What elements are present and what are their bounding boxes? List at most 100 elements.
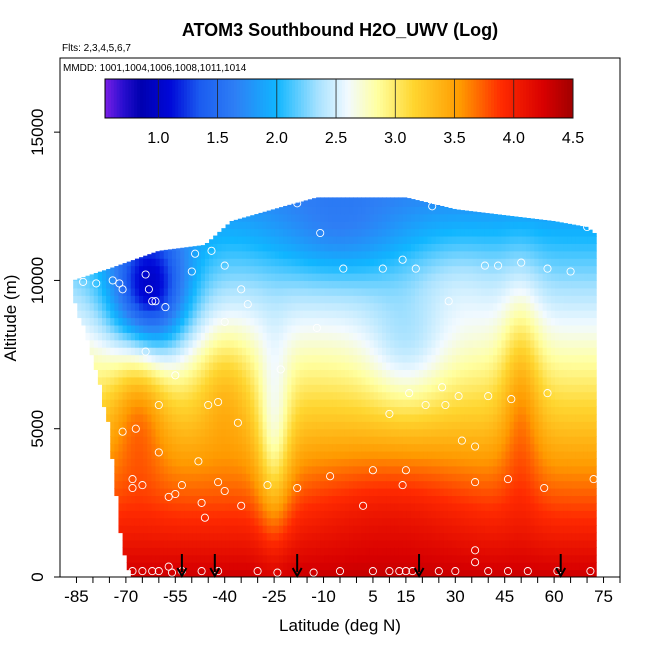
heatmap-cell xyxy=(221,473,227,482)
heatmap-cell xyxy=(184,532,190,541)
heatmap-cell xyxy=(303,287,309,296)
heatmap-cell xyxy=(188,399,194,408)
heatmap-cell xyxy=(159,413,165,422)
heatmap-cell xyxy=(443,221,449,230)
heatmap-cell xyxy=(460,339,465,348)
heatmap-cell xyxy=(89,324,95,333)
heatmap-cell xyxy=(476,273,482,282)
heatmap-cell xyxy=(332,332,338,341)
heatmap-cell xyxy=(126,265,132,274)
heatmap-cell xyxy=(501,258,507,267)
heatmap-cell xyxy=(456,302,461,311)
heatmap-cell xyxy=(398,502,404,511)
heatmap-cell xyxy=(316,399,321,408)
heatmap-cell xyxy=(365,250,371,259)
heatmap-cell xyxy=(97,324,103,333)
heatmap-cell xyxy=(328,406,334,415)
heatmap-cell xyxy=(484,458,490,467)
heatmap-cell xyxy=(509,562,515,571)
heatmap-cell xyxy=(484,495,490,504)
heatmap-cell xyxy=(139,391,144,400)
heatmap-cell xyxy=(517,450,523,459)
heatmap-cell xyxy=(369,354,375,363)
heatmap-cell xyxy=(509,332,515,341)
heatmap-cell xyxy=(246,488,251,497)
heatmap-cell xyxy=(480,332,486,341)
heatmap-cell xyxy=(456,273,461,282)
heatmap-cell xyxy=(172,502,177,511)
heatmap-cell xyxy=(443,273,449,282)
heatmap-cell xyxy=(237,361,243,370)
heatmap-cell xyxy=(435,361,441,370)
heatmap-cell xyxy=(130,406,136,415)
heatmap-cell xyxy=(262,406,268,415)
heatmap-cell xyxy=(295,317,301,326)
heatmap-cell xyxy=(460,517,465,526)
heatmap-cell xyxy=(513,273,519,282)
heatmap-cell xyxy=(242,458,247,467)
heatmap-cell xyxy=(447,228,453,237)
heatmap-cell xyxy=(266,221,272,230)
heatmap-cell xyxy=(357,369,363,378)
heatmap-cell xyxy=(460,347,465,356)
heatmap-cell xyxy=(274,265,280,274)
heatmap-cell xyxy=(213,510,218,519)
heatmap-cell xyxy=(192,488,198,497)
heatmap-cell xyxy=(336,302,342,311)
heatmap-cell xyxy=(419,228,424,237)
heatmap-cell xyxy=(431,347,437,356)
heatmap-cell xyxy=(443,310,449,319)
heatmap-cell xyxy=(279,539,284,548)
heatmap-cell xyxy=(468,265,474,274)
heatmap-cell xyxy=(270,554,276,563)
heatmap-cell xyxy=(373,391,379,400)
heatmap-cell xyxy=(192,510,198,519)
heatmap-cell xyxy=(472,310,478,319)
heatmap-cell xyxy=(349,406,354,415)
heatmap-cell xyxy=(106,361,111,370)
heatmap-cell xyxy=(328,324,334,333)
heatmap-cell xyxy=(279,354,284,363)
heatmap-cell xyxy=(476,502,482,511)
heatmap-cell xyxy=(369,473,375,482)
heatmap-cell xyxy=(344,197,350,200)
heatmap-cell xyxy=(414,443,420,452)
heatmap-cell xyxy=(229,228,235,237)
heatmap-cell xyxy=(312,213,317,222)
heatmap-cell xyxy=(402,376,408,385)
heatmap-cell xyxy=(143,287,148,296)
heatmap-cell xyxy=(299,450,305,459)
heatmap-cell xyxy=(180,265,185,274)
heatmap-cell xyxy=(476,332,482,341)
heatmap-cell xyxy=(184,317,190,326)
heatmap-cell xyxy=(126,376,132,385)
heatmap-cell xyxy=(242,265,247,274)
heatmap-cell xyxy=(344,213,350,222)
heatmap-cell xyxy=(151,384,157,393)
heatmap-cell xyxy=(394,525,400,534)
heatmap-cell xyxy=(122,263,128,267)
heatmap-cell xyxy=(505,243,511,252)
heatmap-cell xyxy=(279,421,284,430)
heatmap-cell xyxy=(196,361,202,370)
heatmap-cell xyxy=(493,473,498,482)
heatmap-cell xyxy=(410,221,416,230)
heatmap-cell xyxy=(365,406,371,415)
heatmap-cell xyxy=(493,369,498,378)
heatmap-cell xyxy=(431,213,437,222)
heatmap-cell xyxy=(204,265,210,274)
heatmap-cell xyxy=(439,213,445,222)
heatmap-cell xyxy=(118,369,124,378)
heatmap-cell xyxy=(291,221,297,230)
heatmap-cell xyxy=(344,235,350,244)
heatmap-cell xyxy=(209,406,214,415)
heatmap-cell xyxy=(204,287,210,296)
heatmap-cell xyxy=(233,488,239,497)
heatmap-cell xyxy=(480,465,486,474)
heatmap-cell xyxy=(365,273,371,282)
heatmap-cell xyxy=(200,502,206,511)
heatmap-cell xyxy=(196,554,202,563)
heatmap-cell xyxy=(114,443,120,452)
heatmap-cell xyxy=(357,280,363,289)
heatmap-cell xyxy=(204,539,210,548)
